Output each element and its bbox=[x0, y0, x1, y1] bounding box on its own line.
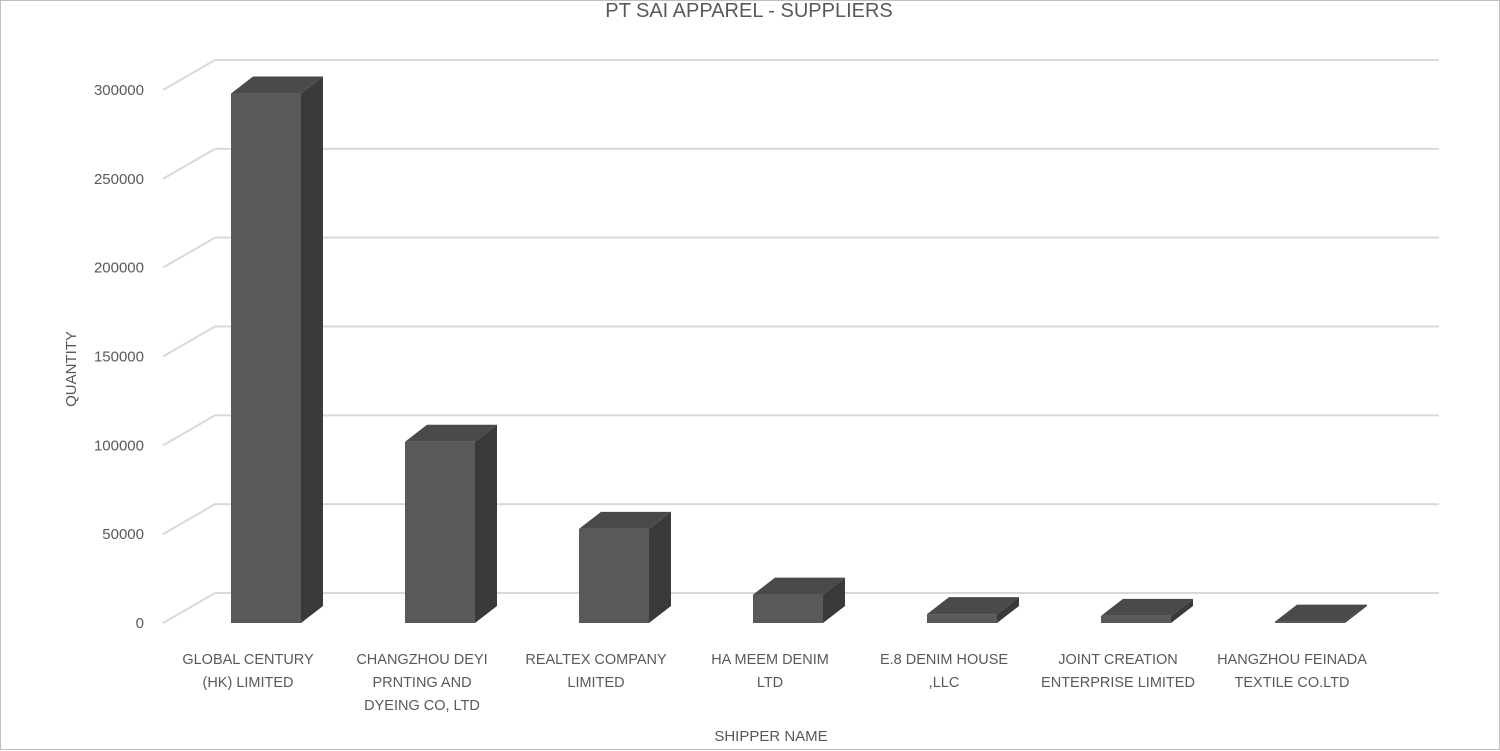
bar bbox=[927, 597, 1019, 623]
bar-side bbox=[997, 597, 1019, 623]
y-axis-title: QUANTITY bbox=[63, 331, 80, 407]
bar bbox=[579, 511, 671, 623]
bar-top bbox=[405, 424, 497, 442]
bar bbox=[1275, 604, 1367, 623]
x-category-label: CHANGZHOU DEYI PRNTING AND DYEING CO, LTD bbox=[356, 652, 487, 714]
bar bbox=[1101, 598, 1193, 623]
gridline-diagonal bbox=[162, 592, 216, 624]
gridline-diagonal bbox=[162, 59, 216, 91]
gridline-diagonal bbox=[162, 236, 216, 269]
bar-front bbox=[579, 528, 649, 623]
bar-top bbox=[231, 76, 323, 94]
bar-front bbox=[231, 93, 301, 623]
bar-side bbox=[1345, 604, 1367, 623]
bar-front bbox=[753, 594, 823, 623]
x-category-label: REALTEX COMPANY LIMITED bbox=[525, 652, 667, 691]
y-tick-label: 0 bbox=[136, 615, 144, 632]
y-tick-label: 250000 bbox=[94, 171, 144, 188]
bar-side bbox=[301, 76, 323, 623]
bar-top bbox=[579, 511, 671, 529]
bar-side bbox=[823, 577, 845, 623]
y-tick-label: 200000 bbox=[94, 260, 144, 277]
bar-top bbox=[1101, 598, 1193, 616]
y-axis-tick-labels: 0 50000 100000 150000 200000 250000 300000 bbox=[94, 82, 144, 632]
gridline-diagonal bbox=[162, 325, 216, 358]
y-tick-label: 300000 bbox=[94, 82, 144, 99]
bar-side bbox=[649, 511, 671, 623]
x-axis-category-labels: GLOBAL CENTURY (HK) LIMITED CHANGZHOU DEYI… bbox=[182, 652, 1367, 714]
bar-front bbox=[927, 614, 997, 623]
gridline-diagonal bbox=[162, 414, 216, 447]
x-category-label: HA MEEM DENIM LTD bbox=[711, 652, 829, 691]
bar-front bbox=[405, 441, 475, 623]
chart-title: PT SAI APPAREL - SUPPLIERS bbox=[605, 1, 893, 22]
gridline-diagonal bbox=[162, 503, 216, 536]
y-tick-label: 100000 bbox=[94, 437, 144, 454]
gridline-diagonal bbox=[162, 147, 216, 180]
y-tick-label: 50000 bbox=[102, 526, 144, 543]
bar-top bbox=[927, 597, 1019, 615]
bar-front bbox=[1275, 621, 1345, 623]
x-category-label: GLOBAL CENTURY (HK) LIMITED bbox=[182, 652, 314, 691]
gridlines bbox=[162, 59, 1439, 624]
bars bbox=[231, 76, 1367, 623]
x-category-label: JOINT CREATION ENTERPRISE LIMITED bbox=[1041, 652, 1195, 691]
bar-top bbox=[1275, 604, 1367, 622]
x-category-label: E.8 DENIM HOUSE ,LLC bbox=[880, 652, 1008, 691]
bar-front bbox=[1101, 615, 1171, 623]
bar-side bbox=[1171, 598, 1193, 623]
bar bbox=[405, 424, 497, 623]
y-tick-label: 150000 bbox=[94, 349, 144, 366]
bar-top bbox=[753, 577, 845, 595]
x-category-label: HANGZHOU FEINADA TEXTILE CO.LTD bbox=[1217, 652, 1367, 691]
bar-side bbox=[475, 424, 497, 623]
bar bbox=[231, 76, 323, 623]
bar bbox=[753, 577, 845, 623]
x-axis-title: SHIPPER NAME bbox=[714, 728, 827, 745]
